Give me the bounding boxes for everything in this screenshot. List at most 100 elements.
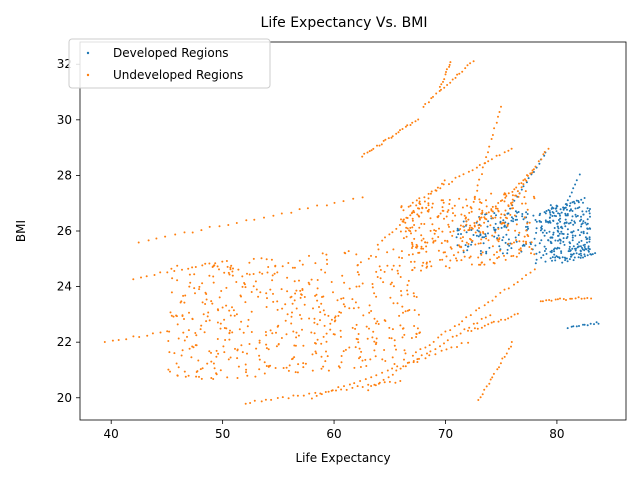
data-point — [548, 210, 551, 212]
data-point — [431, 202, 434, 205]
data-point — [418, 200, 421, 203]
data-point — [228, 273, 231, 276]
data-point — [535, 252, 538, 255]
data-point — [187, 329, 190, 332]
data-point — [588, 209, 591, 212]
data-point — [506, 252, 509, 255]
data-point — [155, 237, 158, 240]
data-point — [523, 216, 526, 219]
data-point — [370, 310, 373, 312]
data-point — [515, 240, 518, 243]
data-point — [493, 253, 496, 256]
data-point — [523, 235, 526, 238]
data-point — [235, 222, 238, 224]
data-point — [483, 263, 486, 266]
y-tick-label: 24 — [57, 280, 72, 294]
data-point — [553, 253, 556, 256]
data-point — [411, 269, 414, 272]
data-point — [477, 399, 480, 401]
data-point — [258, 339, 261, 342]
data-point — [236, 377, 239, 379]
data-point — [395, 369, 398, 372]
data-point — [208, 319, 211, 322]
data-point — [512, 220, 515, 223]
data-point — [316, 204, 319, 207]
data-point — [586, 227, 589, 230]
y-axis-label: BMI — [14, 220, 28, 242]
data-point — [450, 346, 453, 349]
data-point — [497, 210, 500, 213]
data-point — [398, 314, 401, 317]
data-point — [569, 255, 572, 258]
data-point — [432, 95, 434, 98]
data-point — [529, 172, 532, 175]
data-point — [322, 365, 325, 368]
data-point — [375, 322, 377, 325]
data-point — [559, 214, 561, 217]
data-point — [406, 227, 409, 230]
data-point — [484, 235, 487, 238]
data-point — [181, 268, 183, 271]
data-point — [356, 264, 359, 267]
data-point — [406, 309, 409, 312]
data-point — [204, 303, 207, 305]
data-point — [554, 259, 557, 262]
data-point — [525, 242, 528, 245]
data-point — [572, 200, 575, 203]
data-point — [409, 214, 412, 217]
data-point — [518, 240, 521, 243]
data-point — [300, 317, 303, 320]
data-point — [582, 201, 584, 204]
data-point — [586, 241, 588, 244]
data-point — [589, 322, 592, 325]
data-point — [258, 271, 261, 274]
data-point — [404, 310, 407, 313]
data-point — [537, 160, 540, 163]
data-point — [384, 320, 387, 322]
data-point — [576, 207, 579, 210]
data-point — [399, 324, 402, 327]
data-point — [326, 355, 329, 358]
data-point — [506, 217, 508, 220]
data-point — [476, 220, 479, 223]
data-point — [345, 388, 348, 391]
data-point — [480, 238, 483, 241]
data-point — [526, 225, 529, 228]
data-point — [500, 213, 503, 216]
data-point — [461, 70, 464, 73]
data-point — [455, 259, 458, 262]
data-point — [569, 202, 572, 205]
data-point — [395, 227, 398, 230]
data-point — [175, 315, 178, 318]
data-point — [493, 235, 496, 238]
data-point — [416, 358, 419, 361]
data-point — [380, 143, 383, 146]
data-point — [331, 389, 334, 392]
data-point — [468, 326, 471, 329]
data-point — [463, 328, 466, 331]
data-point — [257, 295, 260, 298]
data-point — [357, 273, 360, 276]
data-point — [424, 241, 427, 244]
data-point — [442, 251, 445, 254]
data-point — [413, 260, 416, 263]
data-point — [563, 243, 566, 246]
data-point — [456, 229, 459, 232]
data-point — [443, 342, 445, 345]
data-point — [183, 231, 186, 234]
data-point — [375, 337, 378, 340]
data-point — [418, 226, 421, 229]
data-point — [223, 318, 226, 321]
data-point — [310, 278, 313, 281]
data-point — [398, 256, 401, 259]
data-point — [293, 266, 296, 269]
data-point — [518, 231, 521, 234]
data-point — [573, 202, 576, 205]
data-point — [187, 374, 190, 377]
data-point — [314, 342, 317, 345]
data-point — [495, 207, 497, 210]
data-point — [461, 320, 464, 323]
data-point — [306, 207, 309, 210]
data-point — [308, 254, 310, 257]
